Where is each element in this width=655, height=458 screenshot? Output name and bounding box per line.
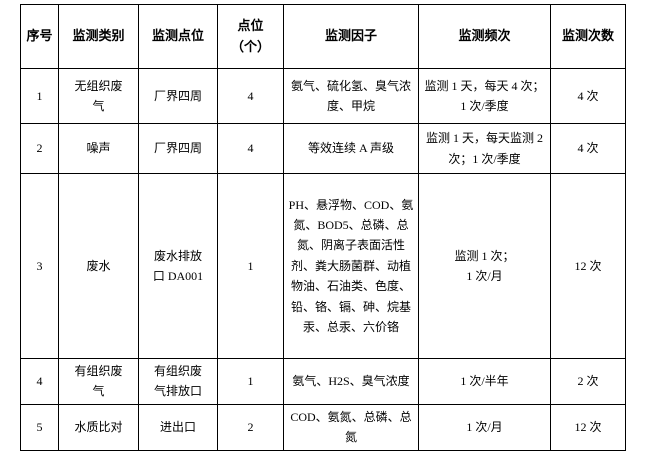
cell-category: 有组织废 气 [58, 358, 139, 405]
cell-times: 12 次 [550, 403, 626, 451]
col-header-category: 监测类别 [58, 4, 139, 69]
cell-point-count: 1 [217, 173, 284, 359]
col-header-point-count: 点位 （个） [217, 4, 284, 69]
table-row: 3 废水 废水排放 口 DA001 1 PH、悬浮物、COD、氨氮、BOD5、总… [20, 173, 626, 359]
cell-index: 1 [20, 68, 59, 124]
cell-category: 噪声 [58, 123, 139, 174]
cell-times: 2 次 [550, 358, 626, 405]
cell-times: 4 次 [550, 68, 626, 124]
cell-point-count: 1 [217, 358, 284, 405]
cell-factors: COD、氨氮、总磷、总氮 [283, 403, 419, 451]
header-row: 序号 监测类别 监测点位 点位 （个） 监测因子 监测频次 监测次数 [20, 4, 626, 69]
col-header-frequency: 监测频次 [418, 4, 551, 69]
cell-point-count: 2 [217, 403, 284, 451]
cell-point-count: 4 [217, 123, 284, 174]
cell-frequency: 1 次/半年 [418, 358, 551, 405]
cell-index: 3 [20, 173, 59, 359]
monitoring-plan-table: 序号 监测类别 监测点位 点位 （个） 监测因子 监测频次 监测次数 1 无组织… [20, 4, 626, 451]
table-row: 5 水质比对 进出口 2 COD、氨氮、总磷、总氮 1 次/月 12 次 [20, 403, 626, 451]
cell-times: 4 次 [550, 123, 626, 174]
cell-point-count: 4 [217, 68, 284, 124]
cell-frequency: 1 次/月 [418, 403, 551, 451]
cell-category: 无组织废 气 [58, 68, 139, 124]
cell-frequency: 监测 1 天，每天 4 次；1 次/季度 [418, 68, 551, 124]
cell-point: 废水排放 口 DA001 [138, 173, 218, 359]
cell-point: 有组织废 气排放口 [138, 358, 218, 405]
cell-point: 厂界四周 [138, 123, 218, 174]
table-row: 2 噪声 厂界四周 4 等效连续 A 声级 监测 1 天，每天监测 2 次；1 … [20, 123, 626, 174]
cell-index: 4 [20, 358, 59, 405]
table-row: 4 有组织废 气 有组织废 气排放口 1 氨气、H2S、臭气浓度 1 次/半年 … [20, 358, 626, 405]
cell-category: 水质比对 [58, 403, 139, 451]
cell-category: 废水 [58, 173, 139, 359]
cell-point: 进出口 [138, 403, 218, 451]
cell-factors: PH、悬浮物、COD、氨氮、BOD5、总磷、总氮、阴离子表面活性剂、粪大肠菌群、… [283, 173, 419, 359]
cell-factors: 等效连续 A 声级 [283, 123, 419, 174]
table-row: 1 无组织废 气 厂界四周 4 氨气、硫化氢、臭气浓度、甲烷 监测 1 天，每天… [20, 68, 626, 124]
col-header-factors: 监测因子 [283, 4, 419, 69]
cell-index: 2 [20, 123, 59, 174]
col-header-times: 监测次数 [550, 4, 626, 69]
cell-factors: 氨气、硫化氢、臭气浓度、甲烷 [283, 68, 419, 124]
cell-times: 12 次 [550, 173, 626, 359]
cell-index: 5 [20, 403, 59, 451]
col-header-index: 序号 [20, 4, 59, 69]
cell-frequency: 监测 1 次； 1 次/月 [418, 173, 551, 359]
cell-frequency: 监测 1 天，每天监测 2 次；1 次/季度 [418, 123, 551, 174]
cell-factors: 氨气、H2S、臭气浓度 [283, 358, 419, 405]
col-header-point: 监测点位 [138, 4, 218, 69]
cell-point: 厂界四周 [138, 68, 218, 124]
